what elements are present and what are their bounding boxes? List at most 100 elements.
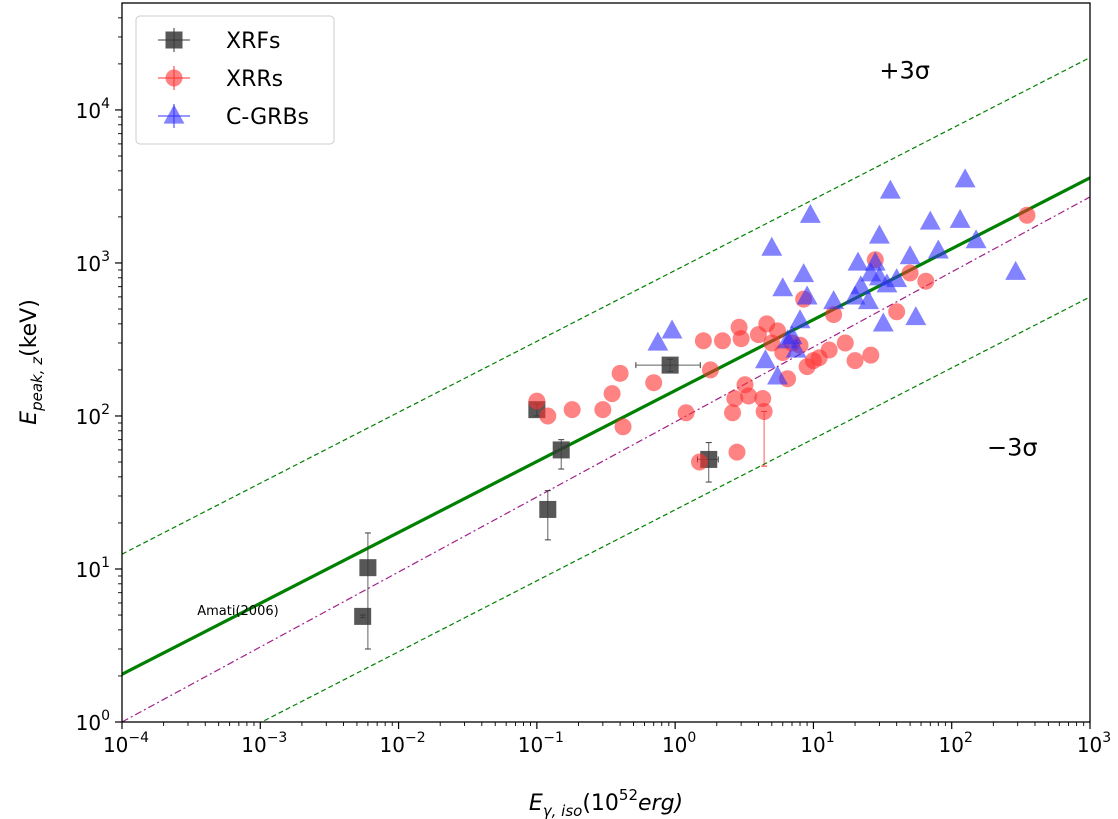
- point-xrrs: [645, 374, 663, 392]
- point-c-grbs: [767, 365, 788, 385]
- y-tick-label: 102: [76, 402, 110, 429]
- point-c-grbs: [965, 229, 987, 249]
- annotations-layer: +3σ −3σ Amati(2006): [197, 57, 1037, 619]
- x-tick-label: 100: [662, 730, 696, 757]
- point-c-grbs: [785, 338, 807, 358]
- point-xrrs: [603, 385, 621, 403]
- annotation-minus-3-sigma: −3σ: [987, 434, 1038, 462]
- x-tick-label: 10−2: [380, 730, 426, 757]
- point-c-grbs: [772, 277, 794, 297]
- line-upper-3sigma: [122, 57, 1090, 555]
- point-c-grbs: [799, 203, 821, 223]
- legend-marker-c-grbs: [163, 104, 185, 124]
- legend-marker-xrrs: [165, 69, 183, 87]
- legend-box: [135, 15, 335, 145]
- point-xrfs: [539, 500, 557, 518]
- point-xrrs: [730, 318, 748, 336]
- point-c-grbs: [661, 319, 683, 339]
- point-xrrs: [611, 364, 629, 382]
- point-c-grbs: [847, 251, 869, 271]
- point-xrrs: [726, 390, 744, 408]
- point-xrfs: [359, 559, 377, 577]
- point-c-grbs: [858, 290, 879, 310]
- point-c-grbs: [761, 236, 783, 256]
- annotation-plus-3-sigma: +3σ: [879, 57, 930, 85]
- point-c-grbs: [879, 179, 901, 199]
- point-xrrs: [690, 453, 708, 471]
- point-xrrs: [769, 322, 787, 340]
- y-tick-label: 103: [76, 249, 110, 276]
- point-c-grbs: [850, 275, 872, 295]
- point-xrrs: [728, 443, 746, 461]
- point-xrrs: [563, 401, 581, 419]
- point-xrrs: [539, 407, 557, 425]
- point-c-grbs: [905, 306, 927, 326]
- x-tick-label: 10−1: [518, 730, 564, 757]
- y-axis-label: Epeak, z(keV): [17, 299, 46, 425]
- legend-label-xrrs: XRRs: [226, 67, 283, 92]
- markers-layer: [354, 168, 1036, 625]
- point-xrfs: [661, 356, 679, 374]
- point-c-grbs: [823, 290, 845, 310]
- legend-label-xrfs: XRFs: [226, 29, 280, 54]
- point-xrrs: [740, 387, 758, 405]
- point-c-grbs: [793, 263, 815, 283]
- point-xrrs: [820, 341, 838, 359]
- point-xrrs: [755, 402, 773, 420]
- point-xrrs: [528, 392, 546, 410]
- point-xrrs: [825, 306, 843, 324]
- y-tick-label: 100: [76, 708, 110, 735]
- legend-label-c-grbs: C-GRBs: [226, 105, 309, 130]
- point-c-grbs: [755, 349, 776, 369]
- point-xrrs: [701, 361, 719, 379]
- line-fit: [122, 176, 1090, 676]
- legend-marker-xrfs: [165, 31, 183, 49]
- point-c-grbs: [647, 331, 669, 351]
- legend: XRFs XRRs C-GRBs: [135, 15, 335, 145]
- point-xrrs: [754, 390, 772, 408]
- point-xrrs: [862, 346, 880, 364]
- plot-frame: [121, 2, 1091, 723]
- annotation-amati: Amati(2006): [197, 604, 278, 619]
- point-c-grbs: [927, 239, 949, 259]
- point-c-grbs: [864, 251, 886, 271]
- ticks-layer: 10−4 10−3 10−2 10−1 100 101 102 103 100 101 102 103…: [76, 17, 1111, 757]
- x-axis-label: Eγ, iso(1052erg): [529, 786, 683, 819]
- point-xrfs: [354, 607, 372, 625]
- point-xrrs: [917, 272, 935, 290]
- y-tick-label: 101: [76, 555, 110, 582]
- point-c-grbs: [886, 268, 908, 288]
- point-c-grbs: [949, 208, 971, 228]
- point-c-grbs: [872, 312, 894, 332]
- x-tick-label: 102: [939, 730, 973, 757]
- point-xrrs: [724, 404, 742, 422]
- point-xrrs: [694, 332, 712, 350]
- point-c-grbs: [954, 168, 976, 188]
- point-c-grbs: [1005, 260, 1027, 280]
- point-xrrs: [836, 334, 854, 352]
- point-xrrs: [614, 418, 632, 436]
- point-xrrs: [1018, 206, 1036, 224]
- y-tick-label: 104: [76, 96, 110, 123]
- x-tick-label: 101: [800, 730, 834, 757]
- x-tick-label: 103: [1077, 730, 1111, 757]
- point-c-grbs: [789, 309, 811, 329]
- point-xrrs: [713, 332, 731, 350]
- point-xrrs: [846, 352, 864, 370]
- point-c-grbs: [781, 325, 803, 345]
- point-c-grbs: [899, 245, 921, 265]
- line-lower-3sigma: [260, 296, 1090, 722]
- point-c-grbs: [868, 224, 890, 244]
- point-xrrs: [888, 303, 906, 321]
- point-c-grbs: [876, 273, 898, 293]
- point-xrrs: [677, 404, 695, 422]
- point-c-grbs: [844, 285, 866, 305]
- x-tick-label: 10−4: [103, 730, 149, 757]
- point-c-grbs: [796, 285, 818, 305]
- point-xrfs: [552, 441, 570, 459]
- point-xrrs: [594, 401, 612, 419]
- x-tick-label: 10−3: [241, 730, 287, 757]
- point-c-grbs: [919, 210, 941, 230]
- point-xrrs: [901, 264, 919, 282]
